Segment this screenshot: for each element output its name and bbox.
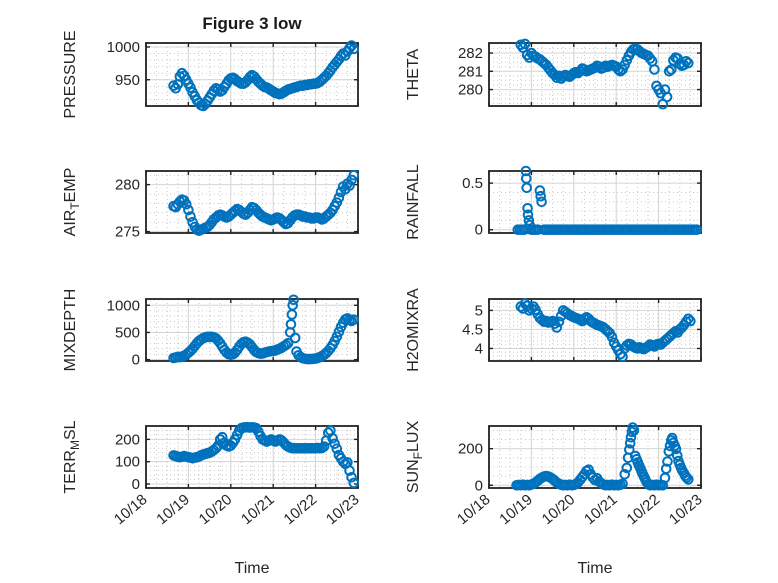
x-axis-label: Time: [235, 560, 270, 577]
x-tick-label: 10/19: [153, 491, 193, 528]
y-tick-label: 0: [475, 477, 483, 494]
subplot-sun_flux: 0 200 SUNFLUX 10/18 10/19 10/20 10/21 10/22 10/2…: [405, 421, 706, 577]
y-tick-label: 1000: [107, 39, 140, 56]
x-tick-label: 10/21: [238, 491, 278, 528]
axes-box: [145, 298, 359, 362]
minor-grid: [146, 43, 358, 107]
y-tick-label: 0: [132, 352, 140, 369]
data-markers: [511, 422, 694, 491]
y-tick-label: 1000: [107, 297, 140, 314]
data-markers: [168, 40, 360, 112]
y-tick-label: 4: [475, 340, 483, 357]
y-tick-label: 0: [132, 476, 140, 493]
y-tick-label: 950: [115, 72, 140, 89]
tick-marks: [145, 43, 359, 106]
axes-box: [145, 170, 359, 234]
data-markers: [515, 298, 696, 363]
y-tick-label: 280: [458, 82, 483, 99]
figure-title: Figure 3 low: [202, 14, 302, 33]
x-tick-label: 10/18: [111, 491, 151, 528]
x-tick-label: 10/23: [666, 491, 706, 528]
y-tick-label: 281: [458, 63, 483, 80]
y-tick-label: 5: [475, 302, 483, 319]
ylabel-pressure: PRESSURE: [62, 30, 79, 118]
axes-box: [145, 42, 359, 107]
y-tick-label: 0: [475, 222, 483, 239]
tick-marks: [488, 299, 702, 361]
subplot-rainfall: 0 0.5 RAINFALL: [405, 164, 703, 240]
y-tick-label: 200: [115, 431, 140, 448]
ylabel-rainfall: RAINFALL: [405, 164, 422, 240]
subplot-mixdepth: 0 500 1000 MIXDEPTH: [62, 289, 360, 372]
subplot-air_temp: 275 280 AIRTEMP: [62, 168, 360, 241]
y-tick-label: 0.5: [462, 175, 483, 192]
ylabel-sun_flux: SUNFLUX: [405, 421, 425, 494]
ylabel-air_temp: AIRTEMP: [62, 168, 82, 237]
subplot-pressure: 950 1000 PRESSURE: [62, 30, 360, 119]
ylabel-mixdepth: MIXDEPTH: [62, 289, 79, 372]
y-tick-label: 4.5: [462, 321, 483, 338]
y-tick-label: 200: [458, 441, 483, 458]
subplot-terr_msl: 0 100 200 TERRMSL 10/18 10/19 10/20 10/21 10/22 1…: [62, 420, 363, 577]
x-tick-label: 10/18: [454, 491, 494, 528]
data-markers: [515, 38, 694, 110]
subplot-h2omixra: 4 4.5 5 H2OMIXRA: [405, 288, 702, 372]
minor-grid: [489, 171, 701, 233]
x-tick-label: 10/19: [496, 491, 536, 528]
data-markers: [168, 422, 360, 489]
y-tick-label: 275: [115, 224, 140, 241]
x-tick-label: 10/20: [196, 491, 236, 528]
data-markers: [512, 165, 703, 235]
x-tick-label: 10/23: [323, 491, 363, 528]
x-tick-label: 10/22: [280, 491, 320, 528]
data-markers: [168, 169, 360, 236]
ylabel-terr_msl: TERRMSL: [62, 420, 82, 493]
axes-box: [488, 425, 702, 489]
data-markers: [168, 294, 360, 365]
y-tick-label: 500: [115, 324, 140, 341]
y-tick-label: 280: [115, 177, 140, 194]
y-tick-label: 282: [458, 45, 483, 62]
axes-box: [488, 42, 702, 107]
x-tick-label: 10/22: [623, 491, 663, 528]
y-tick-label: 100: [115, 454, 140, 471]
x-axis-label: Time: [578, 560, 613, 577]
ylabel-h2omixra: H2OMIXRA: [405, 288, 422, 372]
x-tick-label: 10/20: [539, 491, 579, 528]
ylabel-theta: THETA: [405, 49, 422, 101]
x-tick-label: 10/21: [581, 491, 621, 528]
